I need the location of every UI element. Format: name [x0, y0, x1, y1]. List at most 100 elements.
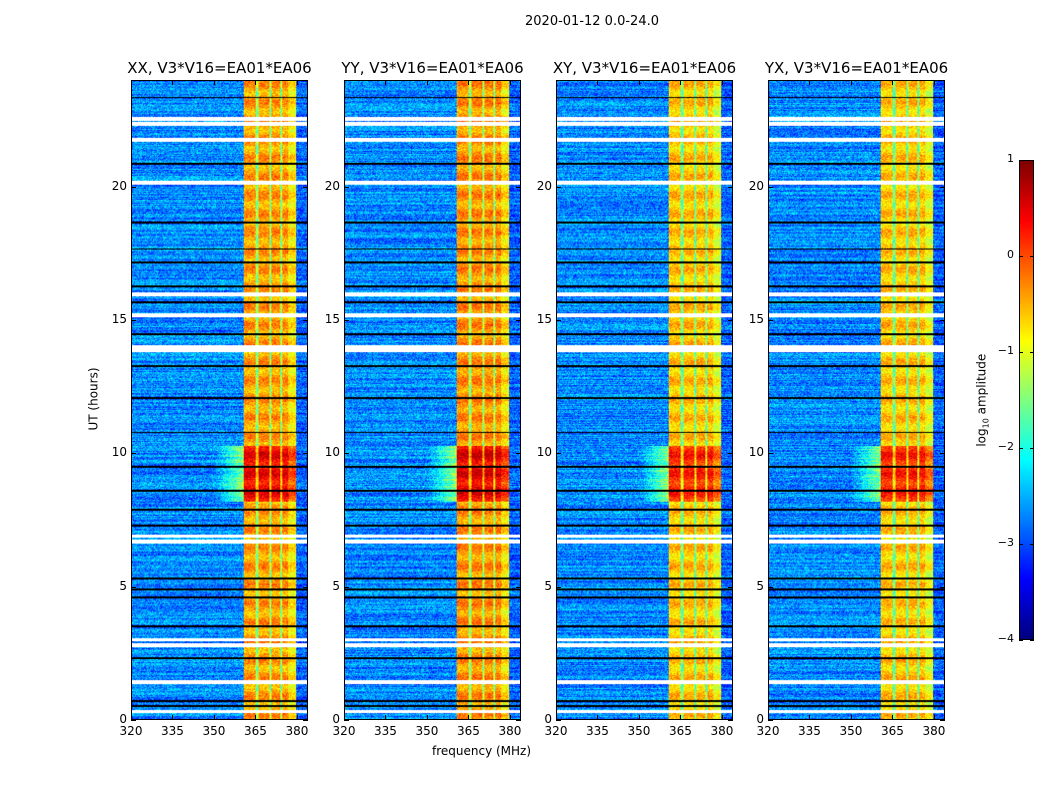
y-tick: [768, 453, 773, 455]
y-tick: [556, 186, 561, 188]
y-tick-label: 15: [536, 312, 552, 326]
colorbar-tick: [1019, 160, 1023, 161]
x-tick: [597, 715, 599, 720]
colorbar-tick-label: −4: [997, 632, 1014, 645]
waterfall-heatmap: [132, 81, 307, 719]
x-tick-label: 350: [627, 724, 651, 738]
x-tick-label: 380: [710, 724, 734, 738]
y-tick-right: [728, 186, 733, 188]
y-tick-label: 0: [756, 712, 764, 726]
y-tick-right: [516, 320, 521, 321]
heatmap-panel: [768, 80, 945, 720]
y-tick-right: [303, 186, 308, 188]
x-tick: [721, 715, 723, 720]
x-tick-top: [850, 80, 852, 85]
x-tick-label: 380: [285, 724, 309, 738]
y-tick-right: [728, 586, 733, 588]
colorbar-tick-right: [1030, 448, 1034, 449]
y-tick: [556, 720, 561, 721]
colorbar-tick-right: [1030, 544, 1034, 545]
x-tick-label: 365: [457, 724, 480, 738]
y-tick: [344, 320, 349, 321]
x-tick-top: [680, 80, 682, 85]
x-tick-top: [597, 80, 599, 85]
x-tick-top: [213, 80, 215, 85]
x-tick-top: [809, 80, 811, 85]
y-tick-right: [940, 453, 945, 455]
y-tick-right: [516, 453, 521, 455]
x-tick-label: 335: [161, 724, 184, 738]
x-tick-top: [296, 80, 298, 85]
x-tick-label: 365: [669, 724, 692, 738]
colorbar-tick-right: [1030, 256, 1034, 257]
y-tick: [131, 453, 136, 455]
x-tick-top: [385, 80, 387, 85]
x-tick: [344, 715, 345, 720]
x-tick-label: 335: [798, 724, 821, 738]
x-tick-label: 335: [586, 724, 609, 738]
colorbar-tick-right: [1030, 160, 1034, 161]
y-tick: [768, 320, 773, 321]
x-tick-top: [344, 80, 345, 85]
x-tick-top: [721, 80, 723, 85]
x-tick: [172, 715, 174, 720]
x-tick: [426, 715, 428, 720]
y-tick-label: 20: [111, 178, 127, 193]
x-tick-top: [509, 80, 511, 85]
x-tick: [768, 715, 769, 720]
heatmap-panel: [556, 80, 733, 720]
x-tick-top: [768, 80, 769, 85]
x-tick-label: 380: [922, 724, 946, 738]
heatmap-panel: [344, 80, 521, 720]
y-tick-label: 5: [544, 578, 552, 593]
colorbar-tick: [1019, 256, 1023, 257]
colorbar-label: log10 amplitude: [974, 353, 991, 447]
y-tick: [344, 720, 349, 721]
waterfall-heatmap: [769, 81, 944, 719]
y-tick-label: 0: [332, 712, 340, 726]
colorbar-tick-label: −1: [997, 344, 1014, 357]
y-tick: [344, 586, 349, 588]
y-tick-right: [303, 720, 308, 721]
y-tick-right: [940, 186, 945, 188]
x-tick: [509, 715, 511, 720]
x-tick: [809, 715, 811, 720]
y-tick-right: [728, 720, 733, 721]
x-tick-label: 350: [415, 724, 439, 738]
y-tick-label: 0: [544, 712, 552, 726]
x-tick-top: [172, 80, 174, 85]
y-tick-label: 20: [536, 178, 552, 193]
x-tick-top: [426, 80, 428, 85]
panel-title: YX, V3*V16=EA01*EA06: [764, 59, 949, 77]
y-tick-right: [516, 720, 521, 721]
y-tick: [556, 586, 561, 588]
y-tick: [556, 320, 561, 321]
colorbar-tick-label: 0: [1007, 248, 1014, 261]
x-tick-label: 320: [332, 724, 356, 738]
x-tick-label: 335: [374, 724, 397, 738]
y-tick-label: 15: [111, 312, 127, 326]
y-tick: [768, 586, 773, 588]
y-tick-right: [303, 453, 308, 455]
y-tick-right: [940, 586, 945, 588]
panel-title: YY, V3*V16=EA01*EA06: [341, 59, 524, 77]
y-tick-right: [516, 586, 521, 588]
x-tick: [131, 715, 132, 720]
x-tick: [556, 715, 557, 720]
y-tick-label: 10: [748, 445, 764, 460]
y-tick-right: [303, 320, 308, 321]
y-tick-label: 0: [119, 712, 127, 726]
panel-title: XX, V3*V16=EA01*EA06: [127, 59, 312, 77]
x-tick-top: [933, 80, 935, 85]
y-tick-label: 20: [748, 178, 764, 193]
panel-title: XY, V3*V16=EA01*EA06: [552, 59, 737, 77]
y-tick: [768, 720, 773, 721]
x-tick-label: 365: [881, 724, 904, 738]
y-tick-right: [516, 186, 521, 188]
y-tick-label: 10: [536, 445, 552, 460]
colorbar-tick: [1019, 448, 1023, 449]
x-tick: [468, 715, 470, 720]
colorbar-tick-right: [1030, 352, 1034, 353]
y-tick: [131, 720, 136, 721]
y-tick-right: [303, 586, 308, 588]
